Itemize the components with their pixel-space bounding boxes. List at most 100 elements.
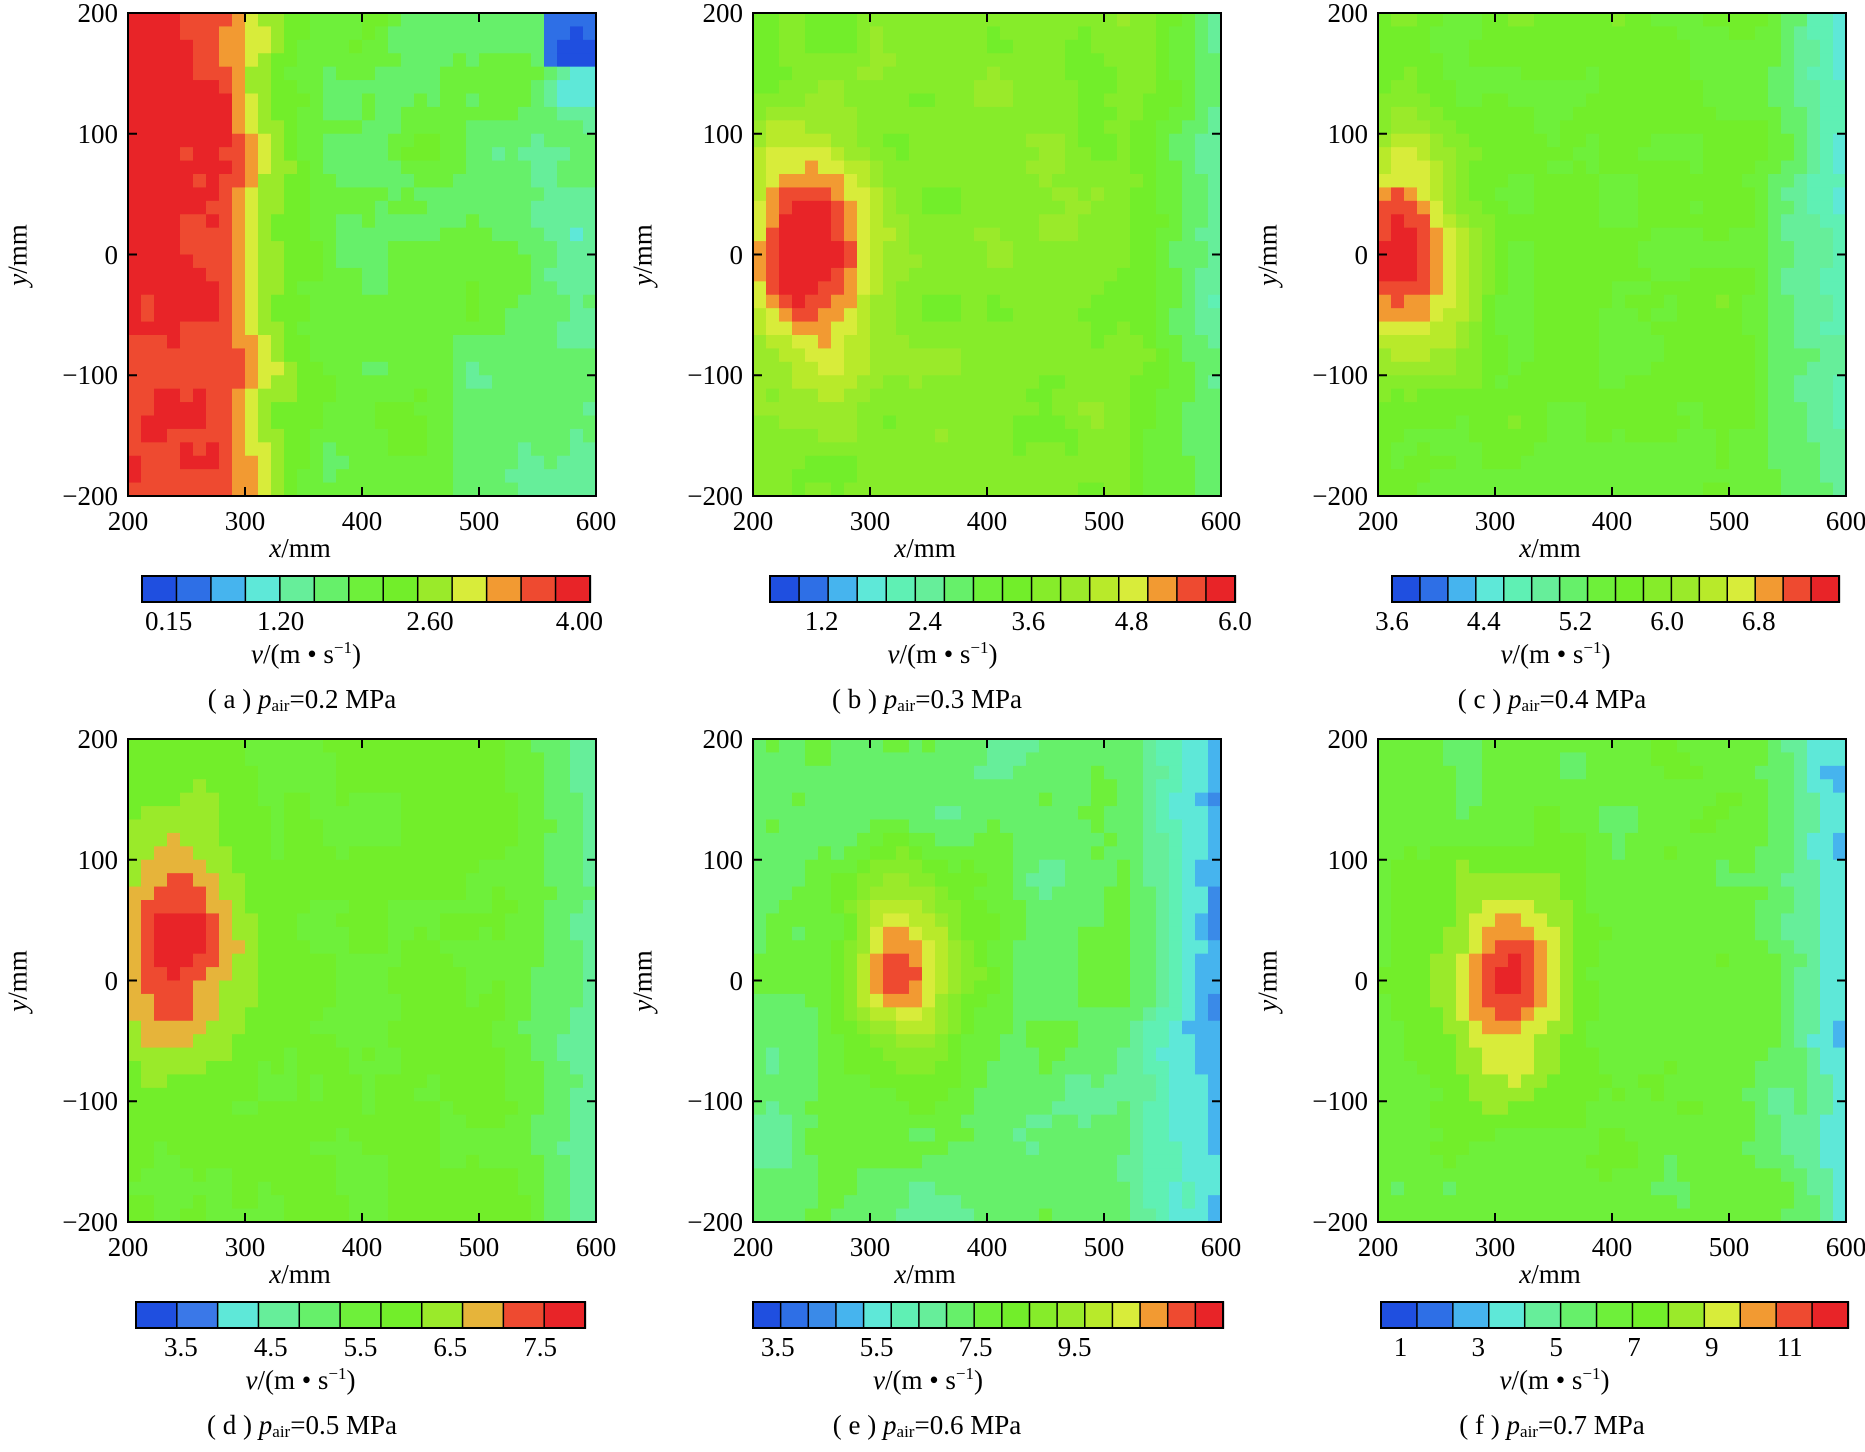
contour-cell (284, 1141, 298, 1156)
contour-cell (154, 1087, 168, 1102)
y-tick-label: 100 (77, 118, 119, 149)
contour-cell (388, 174, 402, 189)
contour-cell (883, 214, 897, 229)
contour-cell (1625, 174, 1639, 189)
contour-cell (922, 200, 936, 215)
contour-cell (1169, 335, 1183, 350)
contour-cell (128, 993, 142, 1008)
contour-cell (1534, 80, 1548, 95)
contour-cell (805, 53, 819, 68)
contour-cell (375, 1128, 389, 1143)
contour-cell (1208, 133, 1222, 148)
contour-cell (349, 873, 363, 888)
contour-cell (1208, 294, 1222, 309)
contour-cell (141, 160, 155, 175)
contour-cell (310, 1168, 324, 1183)
contour-cell (401, 1047, 415, 1062)
contour-cell (544, 214, 558, 229)
contour-cell (766, 160, 780, 175)
contour-cell (987, 53, 1001, 68)
contour-cell (1013, 147, 1027, 162)
contour-cell (1143, 308, 1157, 323)
contour-cell (1417, 321, 1431, 336)
contour-cell (440, 993, 454, 1008)
contour-cell (427, 792, 441, 807)
contour-cell (805, 174, 819, 189)
contour-cell (753, 53, 767, 68)
contour-cell (141, 39, 155, 54)
contour-cell (258, 739, 272, 754)
contour-cell (427, 1195, 441, 1210)
contour-cell (440, 13, 454, 28)
contour-cell (531, 402, 545, 417)
contour-cell (857, 308, 871, 323)
contour-cell (1117, 335, 1131, 350)
contour-cell (1000, 402, 1014, 417)
contour-cell (1469, 442, 1483, 457)
contour-cell (323, 993, 337, 1008)
contour-cell (1482, 442, 1496, 457)
contour-cell (193, 993, 207, 1008)
contour-cell (310, 388, 324, 403)
contour-cell (792, 281, 806, 296)
contour-cell (935, 482, 949, 497)
contour-cell (1833, 200, 1847, 215)
contour-cell (779, 335, 793, 350)
contour-cell (180, 267, 194, 282)
contour-cell (1599, 375, 1613, 390)
contour-cell (792, 174, 806, 189)
contour-cell (1104, 442, 1118, 457)
contour-cell (1013, 415, 1027, 430)
contour-cell (805, 482, 819, 497)
contour-cell (883, 442, 897, 457)
contour-cell (349, 308, 363, 323)
contour-cell (531, 375, 545, 390)
contour-cell (1729, 254, 1743, 269)
contour-cell (141, 913, 155, 928)
contour-cell (479, 120, 493, 135)
contour-cell (180, 1034, 194, 1049)
contour-cell (180, 469, 194, 484)
contour-cell (219, 1141, 233, 1156)
contour-cell (1716, 294, 1730, 309)
contour-cell (297, 1034, 311, 1049)
contour-cell (401, 26, 415, 41)
contour-cell (1469, 455, 1483, 470)
contour-cell (1677, 227, 1691, 242)
contour-cell (1117, 80, 1131, 95)
contour-cell (284, 267, 298, 282)
contour-cell (987, 80, 1001, 95)
contour-cell (1443, 120, 1457, 135)
contour-cell (1742, 308, 1756, 323)
contour-cell (1104, 214, 1118, 229)
contour-cell (766, 214, 780, 229)
contour-cell (375, 1168, 389, 1183)
contour-cell (1443, 388, 1457, 403)
contour-cell (206, 1168, 220, 1183)
contour-cell (531, 415, 545, 430)
contour-cell (258, 281, 272, 296)
contour-cell (518, 348, 532, 363)
contour-cell (284, 254, 298, 269)
contour-cell (1560, 321, 1574, 336)
contour-cell (1195, 241, 1209, 256)
contour-cell (1026, 214, 1040, 229)
contour-cell (427, 428, 441, 443)
contour-cell (349, 779, 363, 794)
contour-cell (362, 1154, 376, 1169)
colorbar-tick-label: 3.6 (1375, 606, 1409, 636)
contour-cell (440, 93, 454, 108)
contour-cell (440, 873, 454, 888)
contour-cell (206, 428, 220, 443)
contour-cell (271, 752, 285, 767)
contour-cell (1456, 227, 1470, 242)
contour-cell (284, 80, 298, 95)
contour-cell (453, 967, 467, 982)
contour-cell (414, 361, 428, 376)
contour-cell (180, 1101, 194, 1116)
contour-cell (792, 335, 806, 350)
contour-cell (310, 1154, 324, 1169)
contour-cell (336, 321, 350, 336)
contour-cell (1482, 361, 1496, 376)
contour-cell (1547, 80, 1561, 95)
